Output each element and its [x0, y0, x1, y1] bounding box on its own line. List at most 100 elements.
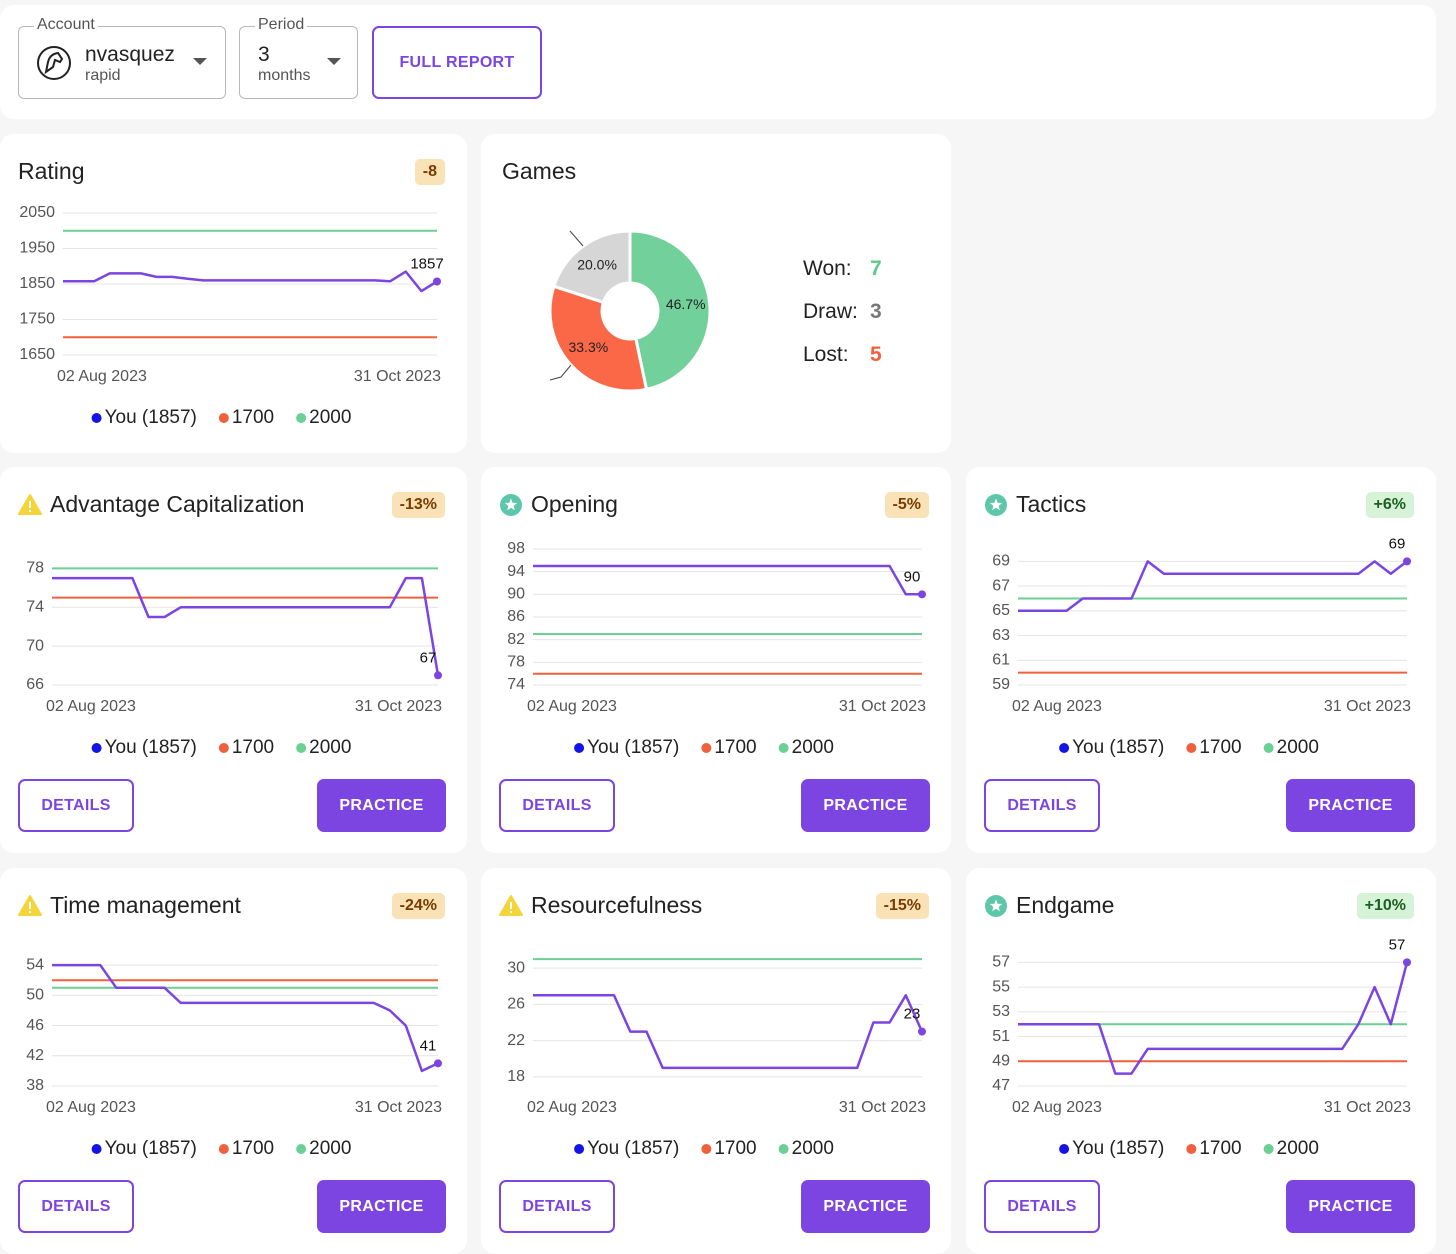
end-label: 67	[420, 649, 437, 666]
leader-line	[569, 230, 584, 247]
end-point	[918, 590, 926, 599]
legend-label: You (1857)	[1072, 1138, 1164, 1159]
details-button[interactable]: DETAILS	[499, 1180, 615, 1233]
warning-mark	[29, 501, 31, 508]
games-card: 46.7% 33.3% 20.0% Games Won: 7 Draw: 3 Lost: 5	[481, 134, 951, 453]
legend-label: You (1857)	[105, 1138, 197, 1159]
series-line	[52, 576, 440, 676]
end-label: 23	[904, 1006, 921, 1023]
pie-label: 46.7%	[666, 296, 706, 312]
practice-button[interactable]: PRACTICE	[317, 1180, 446, 1233]
legend-dot	[218, 413, 229, 423]
pie-slice	[628, 229, 712, 392]
y-tick-label: 67	[992, 577, 1010, 594]
legend-dot	[91, 743, 102, 753]
details-button[interactable]: DETAILS	[18, 1180, 134, 1233]
y-tick-label: 22	[507, 1032, 525, 1049]
legend-dot	[574, 743, 585, 753]
y-tick-label: 47	[992, 1077, 1010, 1094]
practice-button[interactable]: PRACTICE	[801, 1180, 930, 1233]
end-point	[434, 671, 442, 680]
period-label: Period	[255, 16, 308, 34]
full-report-button[interactable]: FULL REPORT	[372, 26, 542, 99]
card-canvas: 47 49 51 53 55 57 02 Aug 2023 31 Oct 2023 57 You …	[985, 895, 1411, 1159]
practice-button[interactable]: PRACTICE	[1286, 1180, 1415, 1233]
y-tick-label: 78	[26, 560, 44, 577]
series-line	[533, 994, 924, 1070]
legend-dot	[296, 743, 307, 753]
x-tick-label: 02 Aug 2023	[527, 698, 617, 715]
y-tick-label: 90	[507, 586, 525, 603]
y-tick-label: 18	[507, 1068, 525, 1085]
practice-button[interactable]: PRACTICE	[317, 779, 446, 832]
x-tick-label: 31 Oct 2023	[354, 368, 441, 385]
skill-card: 74 78 82 86 90 94 98 02 Aug 2023 31 Oct 2023 90 Yo…	[481, 467, 951, 853]
change-badge: -13%	[391, 492, 445, 518]
details-button[interactable]: DETAILS	[984, 779, 1100, 832]
period-select[interactable]: Period 3 months	[239, 16, 358, 99]
legend-label: 2000	[792, 1138, 834, 1159]
skill-card: 66 70 74 78 02 Aug 2023 31 Oct 2023 67 You (185…	[0, 467, 467, 853]
y-tick-label: 53	[992, 1003, 1010, 1020]
card-canvas: 59 61 63 65 67 69 02 Aug 2023 31 Oct 2023 69 You …	[985, 494, 1411, 758]
y-tick-label: 74	[507, 676, 525, 693]
legend-label: You (1857)	[105, 737, 197, 758]
legend-dot	[574, 1144, 585, 1154]
legend-label: 1700	[1199, 737, 1241, 758]
card-title: Resourcefulness	[531, 892, 703, 918]
y-tick-label: 42	[26, 1047, 44, 1064]
account-select[interactable]: Account nvasquez rapid	[18, 16, 226, 99]
y-tick-label: 70	[26, 637, 44, 654]
pie-label: 33.3%	[568, 339, 608, 355]
legend-dot	[1186, 1144, 1197, 1154]
legend-dot	[1186, 743, 1197, 753]
practice-button[interactable]: PRACTICE	[1286, 779, 1415, 832]
y-tick-label: 78	[507, 654, 525, 671]
skill-card: 38 42 46 50 54 02 Aug 2023 31 Oct 2023 41 You (1…	[0, 868, 467, 1254]
details-button[interactable]: DETAILS	[18, 779, 134, 832]
y-tick-label: 30	[507, 959, 525, 976]
end-point	[434, 1059, 442, 1068]
y-tick-label: 57	[992, 954, 1010, 971]
x-tick-label: 31 Oct 2023	[355, 1099, 442, 1116]
series-line	[63, 270, 438, 293]
change-badge: -15%	[875, 893, 929, 919]
legend-label: 2000	[309, 1138, 351, 1159]
end-label: 90	[904, 568, 921, 585]
dropdown-arrow	[327, 58, 341, 65]
legend-dot	[1059, 1144, 1070, 1154]
card-canvas: 66 70 74 78 02 Aug 2023 31 Oct 2023 67 You (185…	[18, 494, 442, 758]
x-tick-label: 31 Oct 2023	[839, 698, 926, 715]
x-tick-label: 31 Oct 2023	[1324, 698, 1411, 715]
y-tick-label: 74	[26, 599, 44, 616]
card-canvas: 38 42 46 50 54 02 Aug 2023 31 Oct 2023 41 You (1…	[18, 895, 442, 1159]
y-tick-label: 38	[26, 1077, 44, 1094]
star-shape	[989, 899, 1003, 912]
y-tick-label: 1850	[19, 275, 55, 292]
legend-dot	[701, 743, 712, 753]
y-tick-label: 59	[992, 676, 1010, 693]
period-value: 3	[258, 43, 270, 66]
card-title: Games	[502, 158, 577, 184]
legend-label: 2000	[309, 407, 351, 428]
legend-dot	[1059, 743, 1070, 753]
card-title: Rating	[18, 158, 85, 184]
skill-card: 18 22 26 30 02 Aug 2023 31 Oct 2023 23 You (185…	[481, 868, 951, 1254]
y-tick-label: 82	[507, 631, 525, 648]
legend-dot	[218, 1144, 229, 1154]
practice-button[interactable]: PRACTICE	[801, 779, 930, 832]
end-point	[433, 277, 441, 286]
change-badge: +6%	[1365, 492, 1414, 518]
legend-label: 1700	[714, 1138, 756, 1159]
y-tick-label: 1950	[19, 240, 55, 257]
legend-label: 1700	[232, 1138, 274, 1159]
change-badge: -24%	[391, 893, 445, 919]
legend-label: 1700	[232, 407, 274, 428]
card-title: Tactics	[1016, 491, 1087, 517]
legend-dot	[296, 1144, 307, 1154]
details-button[interactable]: DETAILS	[499, 779, 615, 832]
details-button[interactable]: DETAILS	[984, 1180, 1100, 1233]
legend-label: 1700	[714, 737, 756, 758]
legend-dot	[778, 1144, 789, 1154]
legend-label: You (1857)	[587, 737, 679, 758]
